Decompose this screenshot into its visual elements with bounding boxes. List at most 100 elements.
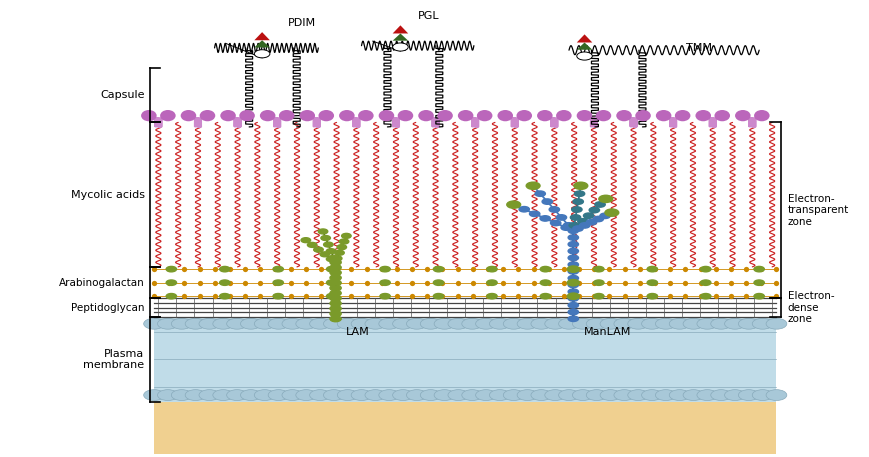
- Circle shape: [475, 390, 496, 400]
- Ellipse shape: [160, 110, 176, 121]
- Ellipse shape: [220, 110, 235, 121]
- Circle shape: [378, 390, 399, 400]
- Circle shape: [640, 390, 661, 400]
- Circle shape: [489, 319, 509, 329]
- Circle shape: [323, 390, 344, 400]
- Circle shape: [380, 280, 390, 285]
- Circle shape: [593, 280, 603, 285]
- Circle shape: [572, 226, 582, 231]
- Circle shape: [575, 183, 586, 188]
- Circle shape: [647, 280, 657, 285]
- Circle shape: [489, 390, 509, 400]
- Bar: [154, 317, 775, 402]
- Circle shape: [558, 319, 579, 329]
- Circle shape: [318, 229, 328, 234]
- Circle shape: [273, 293, 283, 299]
- Circle shape: [507, 201, 520, 208]
- Circle shape: [273, 280, 283, 285]
- Circle shape: [753, 266, 764, 272]
- Circle shape: [647, 293, 657, 299]
- Circle shape: [329, 306, 341, 312]
- Circle shape: [337, 319, 358, 329]
- Circle shape: [314, 247, 323, 252]
- Circle shape: [598, 195, 612, 202]
- Circle shape: [335, 250, 344, 255]
- Text: PDIM: PDIM: [288, 18, 315, 27]
- Circle shape: [227, 319, 247, 329]
- Bar: [154, 402, 775, 454]
- Circle shape: [696, 390, 717, 400]
- Circle shape: [392, 319, 413, 329]
- Circle shape: [600, 213, 609, 218]
- Circle shape: [567, 262, 578, 267]
- Circle shape: [614, 390, 634, 400]
- Circle shape: [627, 319, 647, 329]
- Ellipse shape: [753, 110, 769, 121]
- Circle shape: [577, 218, 587, 224]
- Circle shape: [540, 280, 550, 285]
- Circle shape: [199, 390, 220, 400]
- Text: Electron-
dense
zone: Electron- dense zone: [786, 291, 833, 324]
- Text: TMM: TMM: [685, 43, 711, 53]
- Ellipse shape: [516, 110, 532, 121]
- Circle shape: [544, 390, 565, 400]
- Circle shape: [295, 319, 316, 329]
- Circle shape: [540, 266, 550, 272]
- Circle shape: [568, 223, 579, 228]
- Ellipse shape: [299, 110, 315, 121]
- Ellipse shape: [595, 110, 611, 121]
- Circle shape: [654, 390, 675, 400]
- Ellipse shape: [260, 110, 275, 121]
- Circle shape: [567, 309, 578, 315]
- Circle shape: [420, 319, 441, 329]
- Circle shape: [544, 319, 565, 329]
- Ellipse shape: [418, 110, 434, 121]
- Circle shape: [337, 390, 358, 400]
- Circle shape: [336, 244, 346, 250]
- Circle shape: [668, 319, 689, 329]
- Circle shape: [576, 52, 592, 60]
- Circle shape: [614, 319, 634, 329]
- Circle shape: [558, 390, 579, 400]
- Circle shape: [392, 390, 413, 400]
- Text: Plasma
membrane: Plasma membrane: [83, 349, 144, 370]
- Ellipse shape: [536, 110, 552, 121]
- Circle shape: [574, 182, 587, 189]
- Text: Peptidoglycan: Peptidoglycan: [71, 303, 144, 313]
- Polygon shape: [254, 32, 269, 40]
- Text: Arabinogalactan: Arabinogalactan: [59, 278, 144, 287]
- Circle shape: [516, 319, 537, 329]
- Text: PGL: PGL: [417, 11, 439, 21]
- Circle shape: [309, 319, 330, 329]
- Circle shape: [219, 280, 229, 285]
- Circle shape: [380, 266, 390, 272]
- Ellipse shape: [200, 110, 215, 121]
- Circle shape: [586, 390, 607, 400]
- Circle shape: [329, 290, 341, 296]
- Circle shape: [567, 276, 578, 281]
- Circle shape: [329, 311, 341, 317]
- Circle shape: [143, 319, 164, 329]
- Ellipse shape: [674, 110, 690, 121]
- Circle shape: [365, 390, 385, 400]
- Circle shape: [561, 225, 571, 230]
- Circle shape: [365, 319, 385, 329]
- Circle shape: [604, 209, 618, 216]
- Circle shape: [320, 252, 329, 257]
- Circle shape: [555, 215, 566, 220]
- Circle shape: [329, 316, 341, 322]
- Circle shape: [766, 390, 786, 400]
- Circle shape: [487, 293, 496, 299]
- Circle shape: [213, 319, 233, 329]
- Circle shape: [282, 319, 302, 329]
- Ellipse shape: [476, 110, 492, 121]
- Ellipse shape: [655, 110, 671, 121]
- Circle shape: [696, 319, 717, 329]
- Circle shape: [380, 293, 390, 299]
- Ellipse shape: [339, 110, 355, 121]
- Circle shape: [600, 196, 610, 202]
- Circle shape: [526, 182, 540, 189]
- Text: Mycolic acids: Mycolic acids: [70, 190, 144, 200]
- Circle shape: [530, 319, 551, 329]
- Circle shape: [240, 390, 261, 400]
